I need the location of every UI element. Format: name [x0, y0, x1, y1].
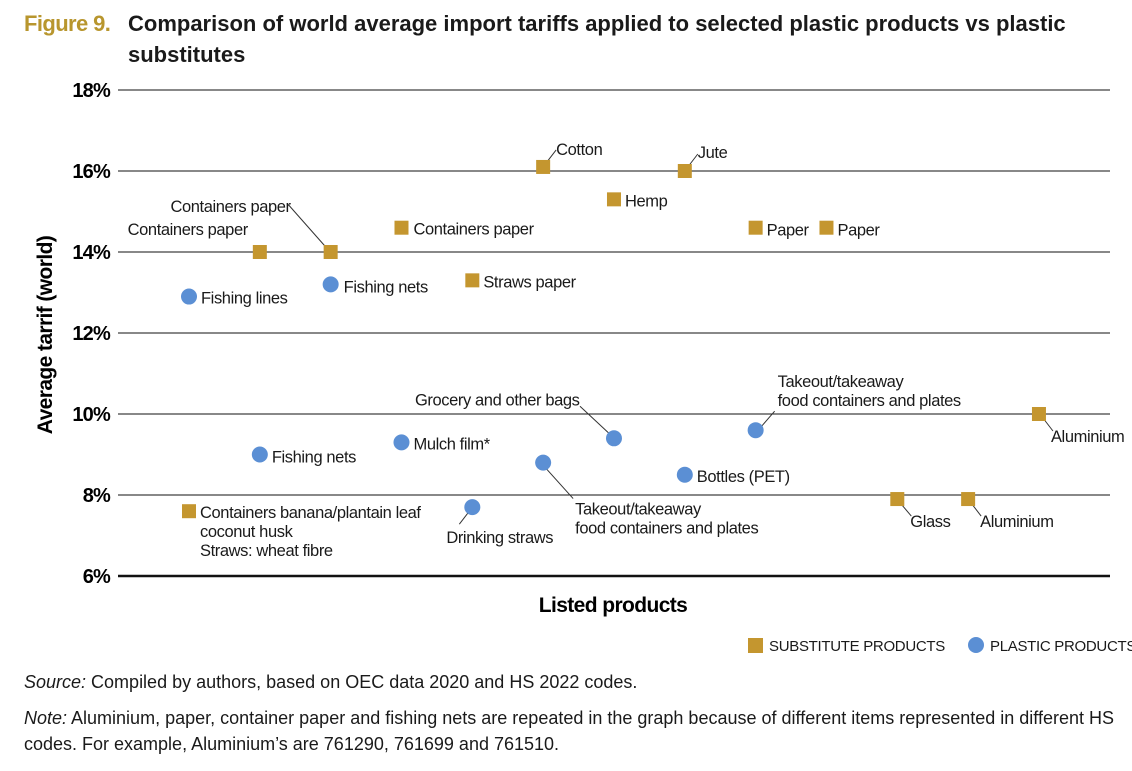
- data-label: Containers paper: [128, 221, 249, 239]
- source-body: Compiled by authors, based on OEC data 2…: [86, 672, 638, 692]
- plastic-product-marker: [605, 430, 622, 447]
- y-tick-label: 14%: [72, 242, 111, 264]
- data-label: food containers and plates: [575, 520, 758, 538]
- figure-number: Figure 9.: [24, 11, 111, 36]
- data-label: Jute: [698, 144, 728, 162]
- data-label: food containers and plates: [778, 392, 961, 410]
- data-label: Fishing nets: [272, 449, 356, 467]
- leader-line: [761, 410, 776, 427]
- leader-line: [579, 405, 611, 435]
- plastic-product-marker: [747, 422, 764, 439]
- data-label: Mulch film*: [413, 435, 490, 453]
- plastic-product-marker: [251, 446, 268, 463]
- substitute-product-marker: [890, 492, 905, 507]
- substitute-product-marker: [819, 220, 834, 235]
- y-tick-label: 10%: [72, 404, 111, 426]
- data-label: Containers paper: [170, 198, 291, 216]
- data-label: Glass: [910, 513, 950, 531]
- data-label: Paper: [767, 222, 810, 240]
- data-label: Paper: [837, 222, 880, 240]
- y-tick-label: 16%: [72, 161, 111, 183]
- substitute-product-marker: [606, 192, 621, 207]
- substitute-product-marker: [323, 245, 338, 259]
- figure-title-text: Comparison of world average import tarif…: [128, 11, 1066, 67]
- x-axis-label: Listed products: [539, 594, 688, 617]
- legend-plastic-label: PLASTIC PRODUCTS: [990, 638, 1132, 655]
- substitute-product-marker: [961, 492, 976, 507]
- leader-line: [288, 204, 328, 249]
- data-label: Containers banana/plantain leaf: [200, 504, 421, 522]
- data-label: Grocery and other bags: [415, 391, 580, 409]
- plastic-product-marker: [393, 434, 410, 451]
- data-label: Bottles (PET): [697, 468, 790, 486]
- legend-substitute-label: SUBSTITUTE PRODUCTS: [769, 638, 945, 655]
- plastic-product-marker: [322, 276, 339, 293]
- note-body: Aluminium, paper, container paper and fi…: [24, 708, 1115, 754]
- plastic-product-marker: [676, 466, 693, 483]
- substitute-product-marker: [1031, 407, 1046, 421]
- substitute-product-marker: [536, 159, 551, 174]
- y-tick-label: 6%: [83, 566, 111, 588]
- substitute-product-marker: [677, 164, 692, 178]
- y-tick-label: 18%: [72, 80, 111, 102]
- data-label: Containers paper: [413, 221, 534, 239]
- data-label: Straws paper: [483, 273, 576, 291]
- data-label: Aluminium: [980, 513, 1053, 531]
- plastic-product-marker: [464, 499, 481, 516]
- data-label: Takeout/takeaway: [778, 373, 905, 391]
- legend-substitute-marker: [748, 638, 763, 653]
- note-label: Note:: [24, 708, 68, 728]
- source-text: Source: Compiled by authors, based on OE…: [24, 672, 637, 693]
- y-tick-label: 8%: [83, 485, 111, 507]
- source-label: Source:: [24, 672, 87, 692]
- data-label: Hemp: [625, 192, 668, 210]
- substitute-product-marker: [182, 504, 196, 519]
- y-tick-label: 12%: [72, 323, 111, 345]
- data-label: Fishing lines: [201, 290, 288, 308]
- plastic-product-marker: [535, 454, 552, 471]
- data-label: Drinking straws: [446, 529, 553, 547]
- data-label: Straws: wheat fibre: [200, 542, 333, 560]
- data-label: Fishing nets: [344, 278, 428, 296]
- y-axis-label: Average tarrif (world): [34, 236, 57, 434]
- substitute-product-marker: [748, 220, 763, 235]
- plastic-product-marker: [181, 288, 197, 305]
- legend-plastic-marker: [968, 637, 984, 653]
- data-label: coconut husk: [200, 523, 294, 541]
- note-text: Note: Aluminium, paper, container paper …: [24, 705, 1124, 757]
- substitute-product-marker: [252, 245, 267, 259]
- substitute-product-marker: [394, 220, 409, 235]
- leader-line: [545, 468, 574, 499]
- legend: SUBSTITUTE PRODUCTS PLASTIC PRODUCTS: [748, 637, 1132, 655]
- data-label: Cotton: [556, 141, 602, 159]
- data-label: Aluminium: [1051, 428, 1124, 446]
- data-label: Takeout/takeaway: [575, 501, 702, 519]
- substitute-product-marker: [465, 273, 480, 288]
